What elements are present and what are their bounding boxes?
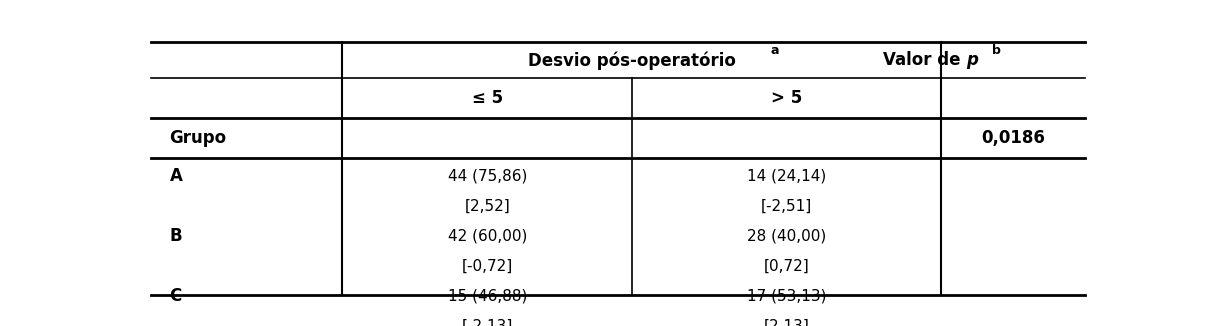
Text: [-2,51]: [-2,51] — [761, 199, 812, 214]
Text: C: C — [169, 288, 182, 305]
Text: 28 (40,00): 28 (40,00) — [747, 229, 826, 244]
Text: b: b — [993, 44, 1001, 57]
Text: > 5: > 5 — [771, 89, 802, 107]
Text: 42 (60,00): 42 (60,00) — [447, 229, 527, 244]
Text: Desvio pós-operatório: Desvio pós-operatório — [528, 51, 736, 70]
Text: 17 (53,13): 17 (53,13) — [747, 289, 826, 304]
Text: 0,0186: 0,0186 — [980, 129, 1044, 147]
Text: p: p — [966, 52, 978, 69]
Text: [2,13]: [2,13] — [763, 319, 809, 326]
Text: 15 (46,88): 15 (46,88) — [447, 289, 527, 304]
Text: [2,52]: [2,52] — [464, 199, 510, 214]
Text: B: B — [169, 227, 182, 245]
Text: A: A — [169, 167, 182, 185]
Text: a: a — [771, 44, 779, 57]
Text: [0,72]: [0,72] — [763, 259, 809, 274]
Text: [-2,13]: [-2,13] — [462, 319, 513, 326]
Text: 14 (24,14): 14 (24,14) — [747, 169, 826, 184]
Text: 44 (75,86): 44 (75,86) — [447, 169, 527, 184]
Text: Grupo: Grupo — [169, 129, 227, 147]
Text: Valor de: Valor de — [883, 52, 966, 69]
Text: [-0,72]: [-0,72] — [462, 259, 513, 274]
Text: ≤ 5: ≤ 5 — [472, 89, 503, 107]
